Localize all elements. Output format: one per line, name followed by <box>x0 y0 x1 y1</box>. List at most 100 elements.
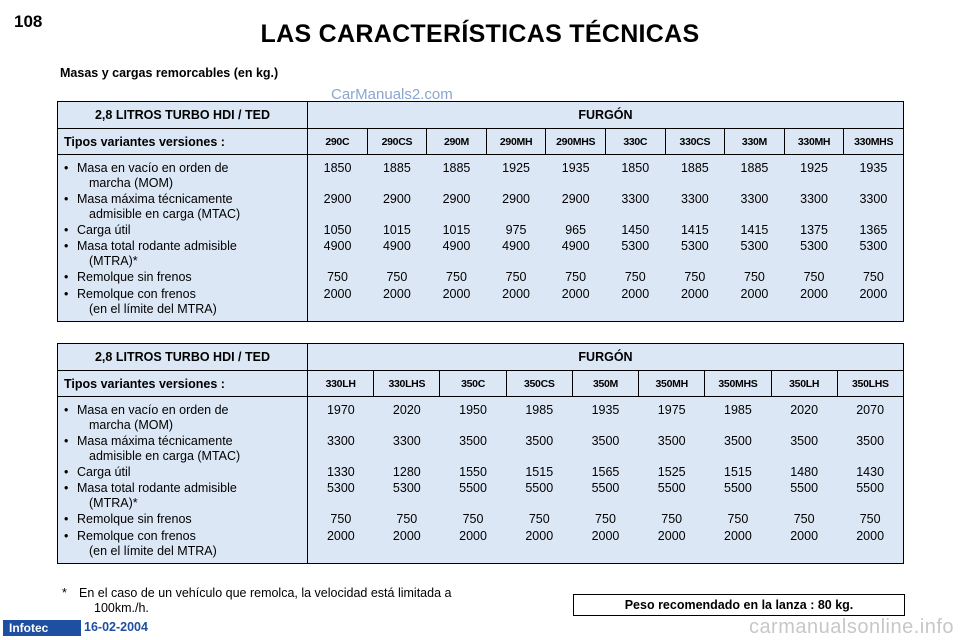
page-title: LAS CARACTERÍSTICAS TÉCNICAS <box>260 20 700 48</box>
row-label-line-2: (MTRA)* <box>89 254 138 268</box>
value-cell: 2000 <box>800 287 828 301</box>
value-cell: 1985 <box>525 403 554 417</box>
engine-header: 2,8 LITROS TURBO HDI / TED <box>57 343 308 371</box>
value-cell: 1925 <box>502 161 530 175</box>
bullet-icon: • <box>64 223 69 237</box>
row-label-line-1: Remolque con frenos <box>77 287 196 301</box>
value-column: 1850 2900 1050 4900 750 2000 <box>307 154 368 322</box>
value-column: 2070 3500 1430 5500 750 2000 <box>837 396 905 564</box>
value-cell: 4900 <box>561 239 590 253</box>
value-cell: 5500 <box>856 481 885 495</box>
value-cell: 2000 <box>502 287 530 301</box>
brand-logo: Infotec <box>3 620 81 636</box>
body-type-header: FURGÓN <box>307 101 904 129</box>
value-column: 1935 2900 965 4900 750 2000 <box>545 154 606 322</box>
value-cell: 5500 <box>591 481 620 495</box>
value-cell: 2900 <box>561 192 590 206</box>
value-cell: 1450 <box>621 223 650 237</box>
value-cell: 2000 <box>326 529 355 543</box>
value-cell: 1885 <box>442 161 471 175</box>
value-cell: 1850 <box>323 161 352 175</box>
value-cell: 3500 <box>724 434 752 448</box>
value-cell: 750 <box>396 512 418 526</box>
bullet-icon: • <box>64 403 69 417</box>
row-label: • Remolque sin frenos <box>58 512 307 527</box>
row-label: • Masa total rodante admisible (MTRA)* <box>58 239 307 269</box>
value-cell: 1885 <box>740 161 769 175</box>
value-cell: 5300 <box>621 239 650 253</box>
value-cell: 1415 <box>680 223 709 237</box>
value-cell: 2000 <box>382 287 411 301</box>
value-cell: 2000 <box>740 287 769 301</box>
watermark-top: CarManuals2.com <box>331 86 453 103</box>
row-label: • Masa total rodante admisible (MTRA)* <box>58 481 307 511</box>
value-cell: 5500 <box>525 481 554 495</box>
value-cell: 2000 <box>621 287 650 301</box>
value-cell: 1975 <box>657 403 686 417</box>
value-cell: 750 <box>684 270 706 284</box>
row-label-line-1: Remolque sin frenos <box>77 270 192 284</box>
value-cell: 750 <box>595 512 616 526</box>
value-cell: 750 <box>803 270 825 284</box>
variant-header: 330C <box>604 128 666 155</box>
value-cell: 5300 <box>326 481 355 495</box>
value-cell: 2000 <box>392 529 421 543</box>
row-label: • Masa máxima técnicamente admisible en ca… <box>58 434 307 464</box>
row-label: • Masa en vacío en orden de marcha (MOM) <box>58 161 307 191</box>
variant-header: 350M <box>571 370 640 397</box>
row-label: • Masa máxima técnicamente admisible en ca… <box>58 192 307 222</box>
variant-header: 330MHS <box>843 128 904 155</box>
row-label-line-2: (en el límite del MTRA) <box>89 544 217 558</box>
row-label-line-2: admisible en carga (MTAC) <box>89 449 241 463</box>
value-cell: 2900 <box>382 192 411 206</box>
row-label-line-2: admisible en carga (MTAC) <box>89 207 241 221</box>
value-cell: 5500 <box>459 481 487 495</box>
value-cell: 3300 <box>392 434 421 448</box>
value-column: 1885 2900 1015 4900 750 2000 <box>426 154 487 322</box>
value-cell: 3500 <box>459 434 487 448</box>
variant-header: 290CS <box>366 128 428 155</box>
value-cell: 1415 <box>740 223 769 237</box>
bullet-icon: • <box>64 465 69 479</box>
variant-header: 350CS <box>505 370 573 397</box>
variant-header: 330LH <box>306 370 375 397</box>
row-label-line-1: Masa total rodante admisible <box>77 239 237 253</box>
row-label-line-1: Remolque con frenos <box>77 529 196 543</box>
value-cell: 1050 <box>323 223 352 237</box>
bullet-icon: • <box>64 512 69 526</box>
value-cell: 1850 <box>621 161 650 175</box>
bullet-icon: • <box>64 192 69 206</box>
value-cell: 2000 <box>442 287 471 301</box>
value-cell: 1970 <box>326 403 355 417</box>
value-cell: 5500 <box>790 481 819 495</box>
variant-header: 290MH <box>485 128 547 155</box>
row-label: • Remolque con frenos (en el límite del MT… <box>58 529 307 559</box>
value-cell: 3300 <box>859 192 888 206</box>
engine-header: 2,8 LITROS TURBO HDI / TED <box>57 101 308 129</box>
row-labels: • Masa en vacío en orden de marcha (MOM) • M… <box>57 154 308 322</box>
value-cell: 750 <box>446 270 467 284</box>
value-cell: 5300 <box>680 239 709 253</box>
value-cell: 3300 <box>740 192 769 206</box>
value-column: 1970 3300 1330 5300 750 2000 <box>307 396 374 564</box>
row-label: • Remolque con frenos (en el límite del MT… <box>58 287 307 317</box>
bullet-icon: • <box>64 161 69 175</box>
value-cell: 2000 <box>657 529 686 543</box>
value-cell: 2020 <box>392 403 421 417</box>
value-cell: 3300 <box>621 192 650 206</box>
value-cell: 750 <box>727 512 749 526</box>
value-cell: 5500 <box>657 481 686 495</box>
variant-header: 290MHS <box>545 128 606 155</box>
value-cell: 3500 <box>591 434 620 448</box>
value-cell: 2000 <box>856 529 885 543</box>
variant-header: 330LHS <box>373 370 441 397</box>
value-column: 1885 3300 1415 5300 750 2000 <box>665 154 725 322</box>
value-cell: 3300 <box>680 192 709 206</box>
value-column: 2020 3500 1480 5500 750 2000 <box>771 396 838 564</box>
value-cell: 2000 <box>459 529 487 543</box>
value-cell: 2000 <box>323 287 352 301</box>
spec-table-2: 2,8 LITROS TURBO HDI / TED FURGÓN Tipos va… <box>57 343 905 564</box>
value-cell: 5300 <box>392 481 421 495</box>
value-cell: 4900 <box>382 239 411 253</box>
value-cell: 2000 <box>680 287 709 301</box>
